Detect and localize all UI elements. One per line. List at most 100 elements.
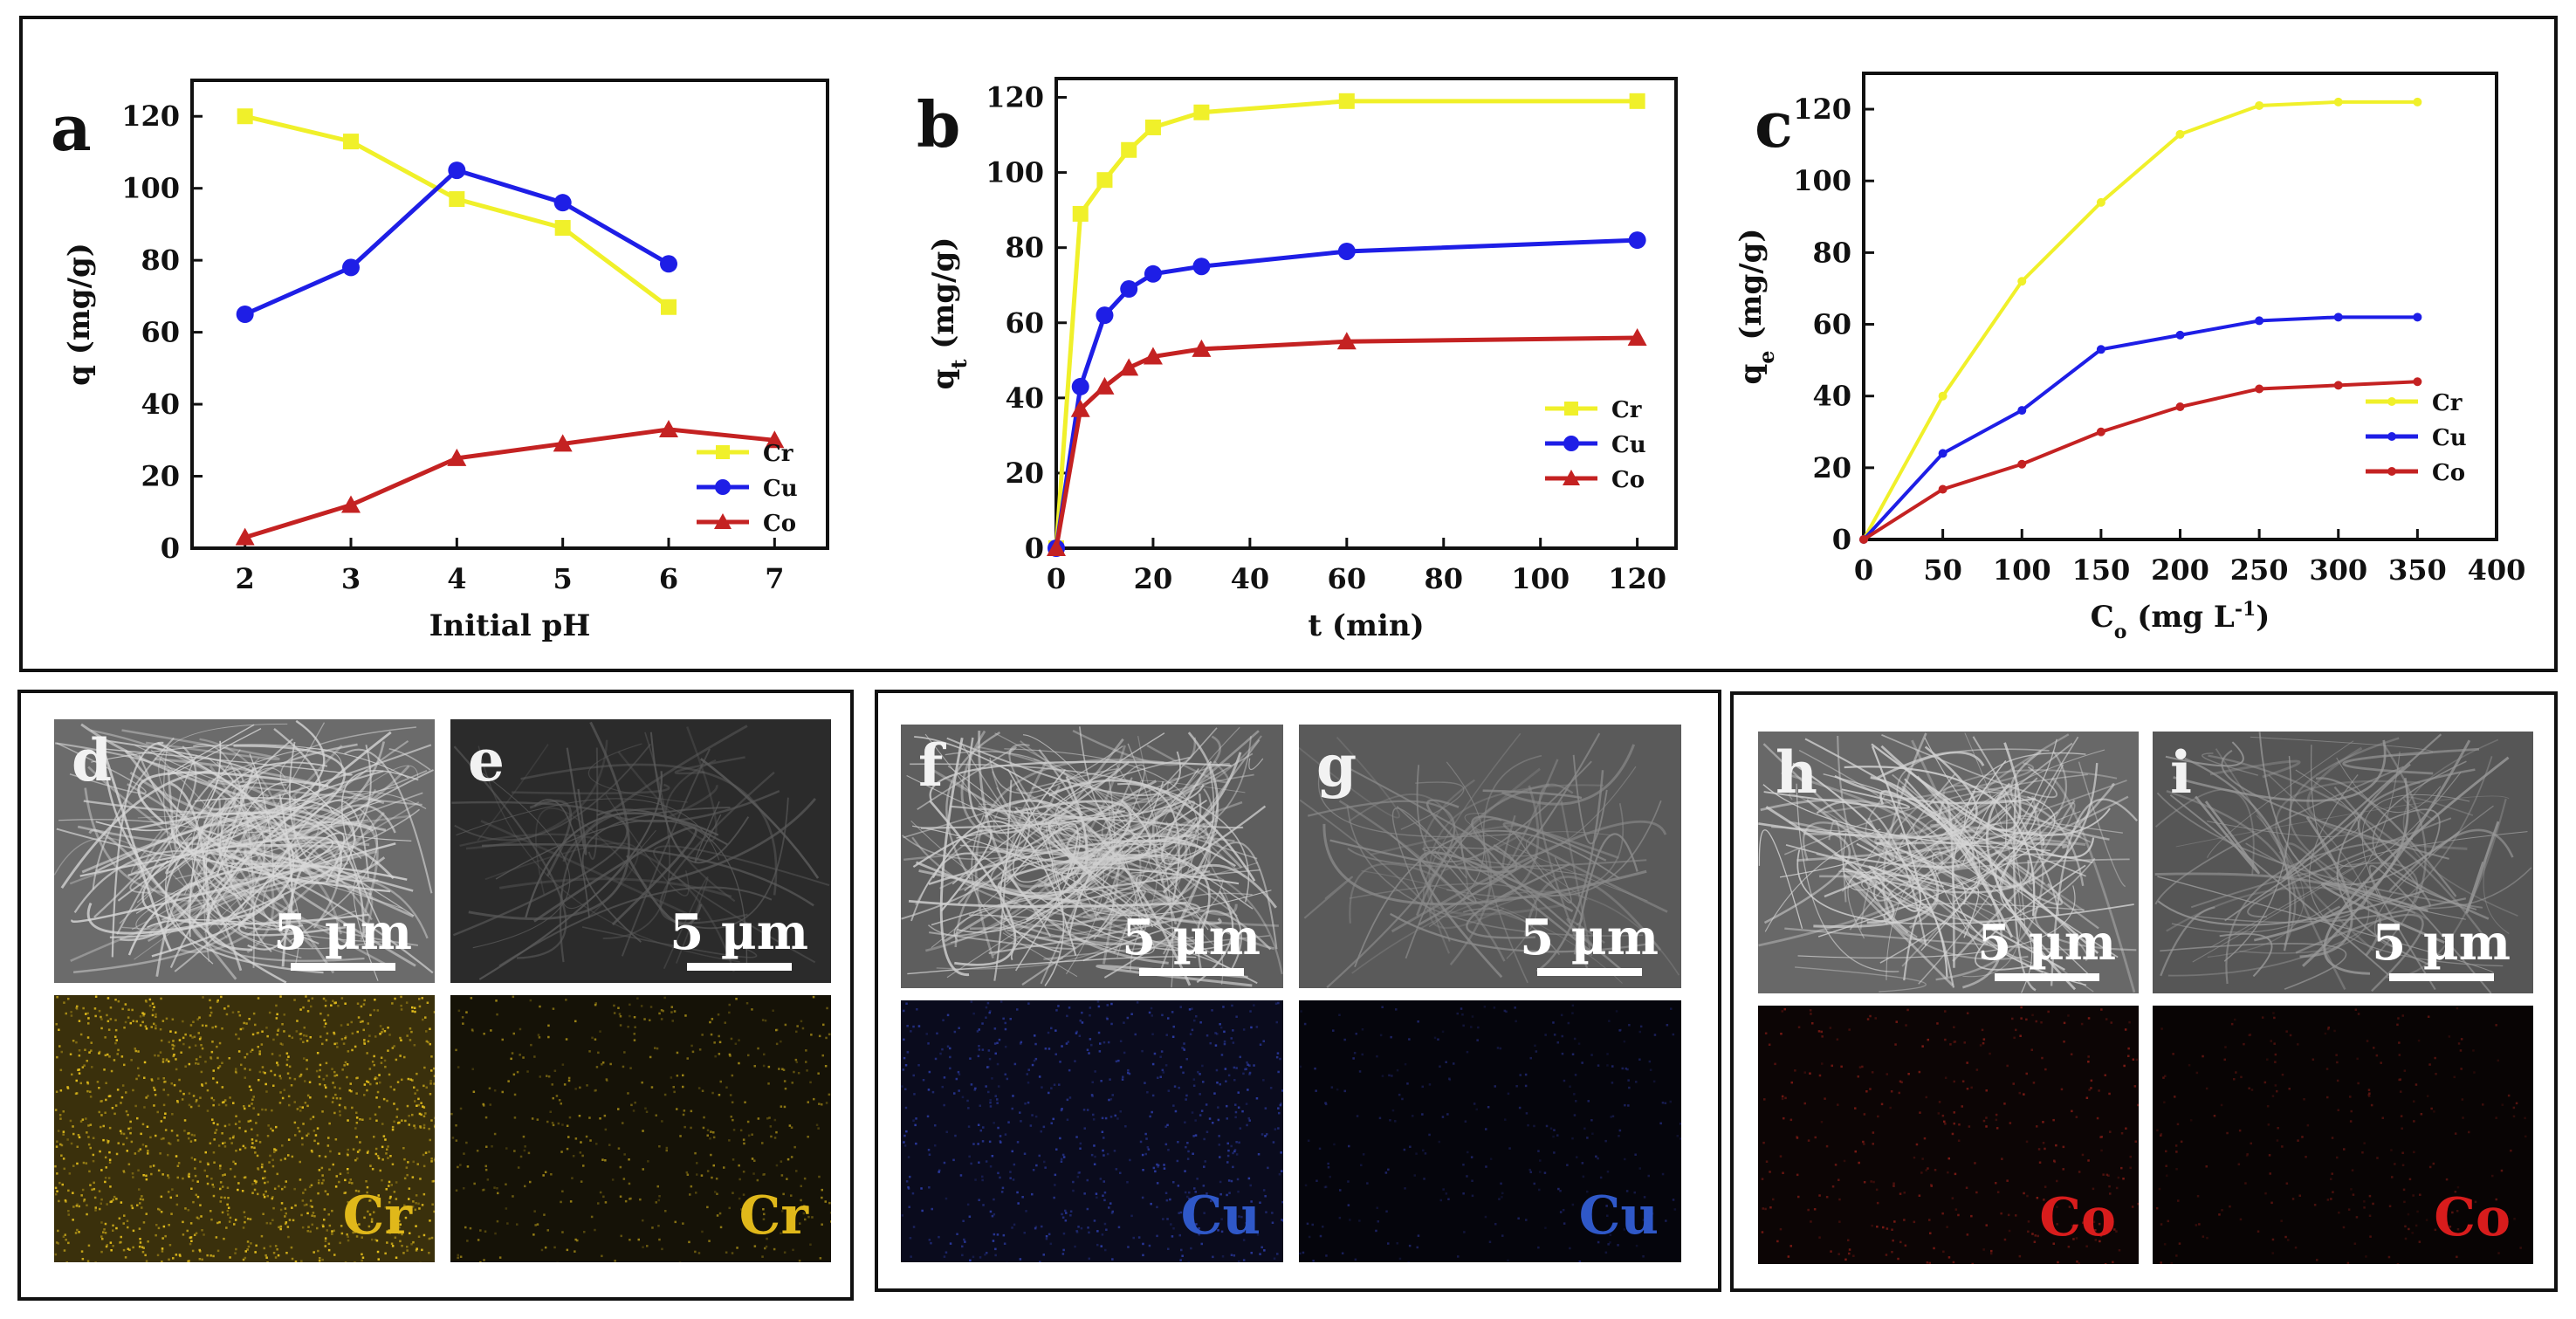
- eds-dot: [1144, 1152, 1147, 1156]
- eds-dot: [644, 1107, 647, 1109]
- eds-dot: [1119, 1040, 1123, 1042]
- eds-dot: [991, 1077, 993, 1080]
- eds-map-i: Co: [2153, 1006, 2533, 1264]
- fiber-strand: [1072, 729, 1197, 766]
- eds-dot: [1038, 1075, 1041, 1078]
- eds-dot: [2099, 1240, 2101, 1243]
- eds-dot: [387, 1049, 389, 1052]
- eds-dot: [176, 1100, 179, 1103]
- eds-dot: [422, 1084, 425, 1088]
- eds-dot: [416, 1104, 418, 1107]
- eds-dot: [1625, 1206, 1627, 1209]
- data-point-a-Co-3: [553, 434, 573, 452]
- eds-dot: [247, 1245, 251, 1248]
- eds-dot: [2202, 1235, 2205, 1238]
- eds-dot: [271, 1219, 274, 1221]
- eds-dot: [311, 997, 314, 1000]
- eds-dot: [701, 1089, 704, 1092]
- eds-dot: [201, 1083, 203, 1086]
- eds-dot: [2165, 1150, 2167, 1153]
- eds-dot: [994, 1095, 997, 1097]
- eds-dot: [614, 1260, 616, 1262]
- eds-dot: [552, 1007, 555, 1010]
- eds-dot: [310, 1149, 313, 1152]
- eds-dot: [225, 1013, 229, 1016]
- eds-dot: [694, 1250, 697, 1254]
- fiber-strand: [2171, 751, 2401, 933]
- eds-dot: [2347, 1208, 2351, 1211]
- eds-dot: [1100, 1245, 1103, 1247]
- eds-dot: [2289, 1034, 2292, 1037]
- eds-dot: [1218, 1135, 1220, 1137]
- eds-dot: [276, 1172, 278, 1176]
- eds-dot: [429, 1027, 431, 1030]
- eds-dot: [77, 1068, 79, 1071]
- eds-dot: [201, 1047, 204, 1050]
- fiber-strand: [2050, 777, 2136, 993]
- eds-dot: [171, 1113, 174, 1116]
- eds-dot: [2391, 1176, 2394, 1178]
- eds-dot: [2019, 1034, 2022, 1037]
- eds-dot: [2109, 1192, 2112, 1195]
- eds-dot: [969, 1057, 972, 1060]
- eds-dot: [124, 1020, 127, 1024]
- eds-dot: [401, 1119, 403, 1122]
- fiber-strand: [1391, 807, 1467, 897]
- eds-dot: [1355, 1033, 1357, 1035]
- eds-dot: [363, 999, 366, 1002]
- eds-dot: [275, 1017, 278, 1020]
- eds-dot: [1762, 1207, 1764, 1210]
- fiber-strand: [498, 877, 732, 898]
- eds-dot: [317, 1192, 319, 1195]
- eds-dot: [751, 1133, 753, 1136]
- panel-letter-d: d: [72, 726, 113, 794]
- fiber-strand: [2333, 786, 2431, 908]
- eds-dot: [350, 1218, 353, 1220]
- eds-dot: [127, 1247, 129, 1250]
- eds-dot: [670, 1076, 673, 1079]
- data-point-b-Co-0: [1047, 539, 1066, 556]
- eds-dot: [1059, 1137, 1061, 1140]
- fiber-strand: [119, 774, 259, 924]
- eds-dot: [287, 1235, 290, 1239]
- eds-dot: [459, 1255, 463, 1258]
- eds-dot: [1087, 1226, 1089, 1229]
- eds-dot: [1947, 1157, 1950, 1160]
- eds-dot: [1179, 1006, 1182, 1008]
- eds-dot: [606, 1079, 608, 1082]
- eds-dot: [237, 1011, 240, 1013]
- eds-dot: [772, 1009, 774, 1012]
- eds-dot: [115, 1226, 118, 1230]
- eds-dot: [114, 1019, 117, 1021]
- eds-dot: [221, 1101, 224, 1104]
- y-tick-label-a-5: 100: [121, 172, 180, 205]
- eds-dot: [333, 1086, 336, 1089]
- eds-dot: [2513, 1218, 2516, 1220]
- eds-dot: [368, 1117, 372, 1120]
- eds-dot: [104, 1232, 107, 1234]
- eds-dot: [302, 1006, 305, 1009]
- eds-dot: [1433, 1036, 1437, 1040]
- eds-dot: [415, 1249, 418, 1252]
- eds-dot: [1095, 1192, 1098, 1195]
- eds-dot: [529, 999, 532, 1002]
- eds-dot: [732, 1192, 734, 1194]
- eds-dot: [1065, 1212, 1068, 1214]
- data-point-c-Co-0: [1859, 535, 1868, 544]
- eds-dot: [671, 1020, 674, 1022]
- y-axis-label-b: qt (mg/g): [926, 237, 972, 390]
- eds-dot: [1234, 1103, 1237, 1106]
- eds-dot: [953, 1092, 956, 1095]
- eds-dot: [363, 1083, 367, 1086]
- eds-dot: [1044, 1166, 1047, 1169]
- eds-dot: [1217, 1229, 1219, 1232]
- eds-dot: [2156, 1129, 2159, 1132]
- eds-dot: [2055, 1144, 2057, 1147]
- eds-dot: [1096, 1000, 1100, 1003]
- fiber-strand: [2192, 860, 2366, 963]
- eds-dot: [1781, 1095, 1784, 1098]
- eds-dot: [1172, 1227, 1175, 1230]
- eds-dot: [1651, 1213, 1654, 1215]
- eds-dot: [324, 1005, 327, 1007]
- data-point-c-Cu-2: [2017, 406, 2027, 416]
